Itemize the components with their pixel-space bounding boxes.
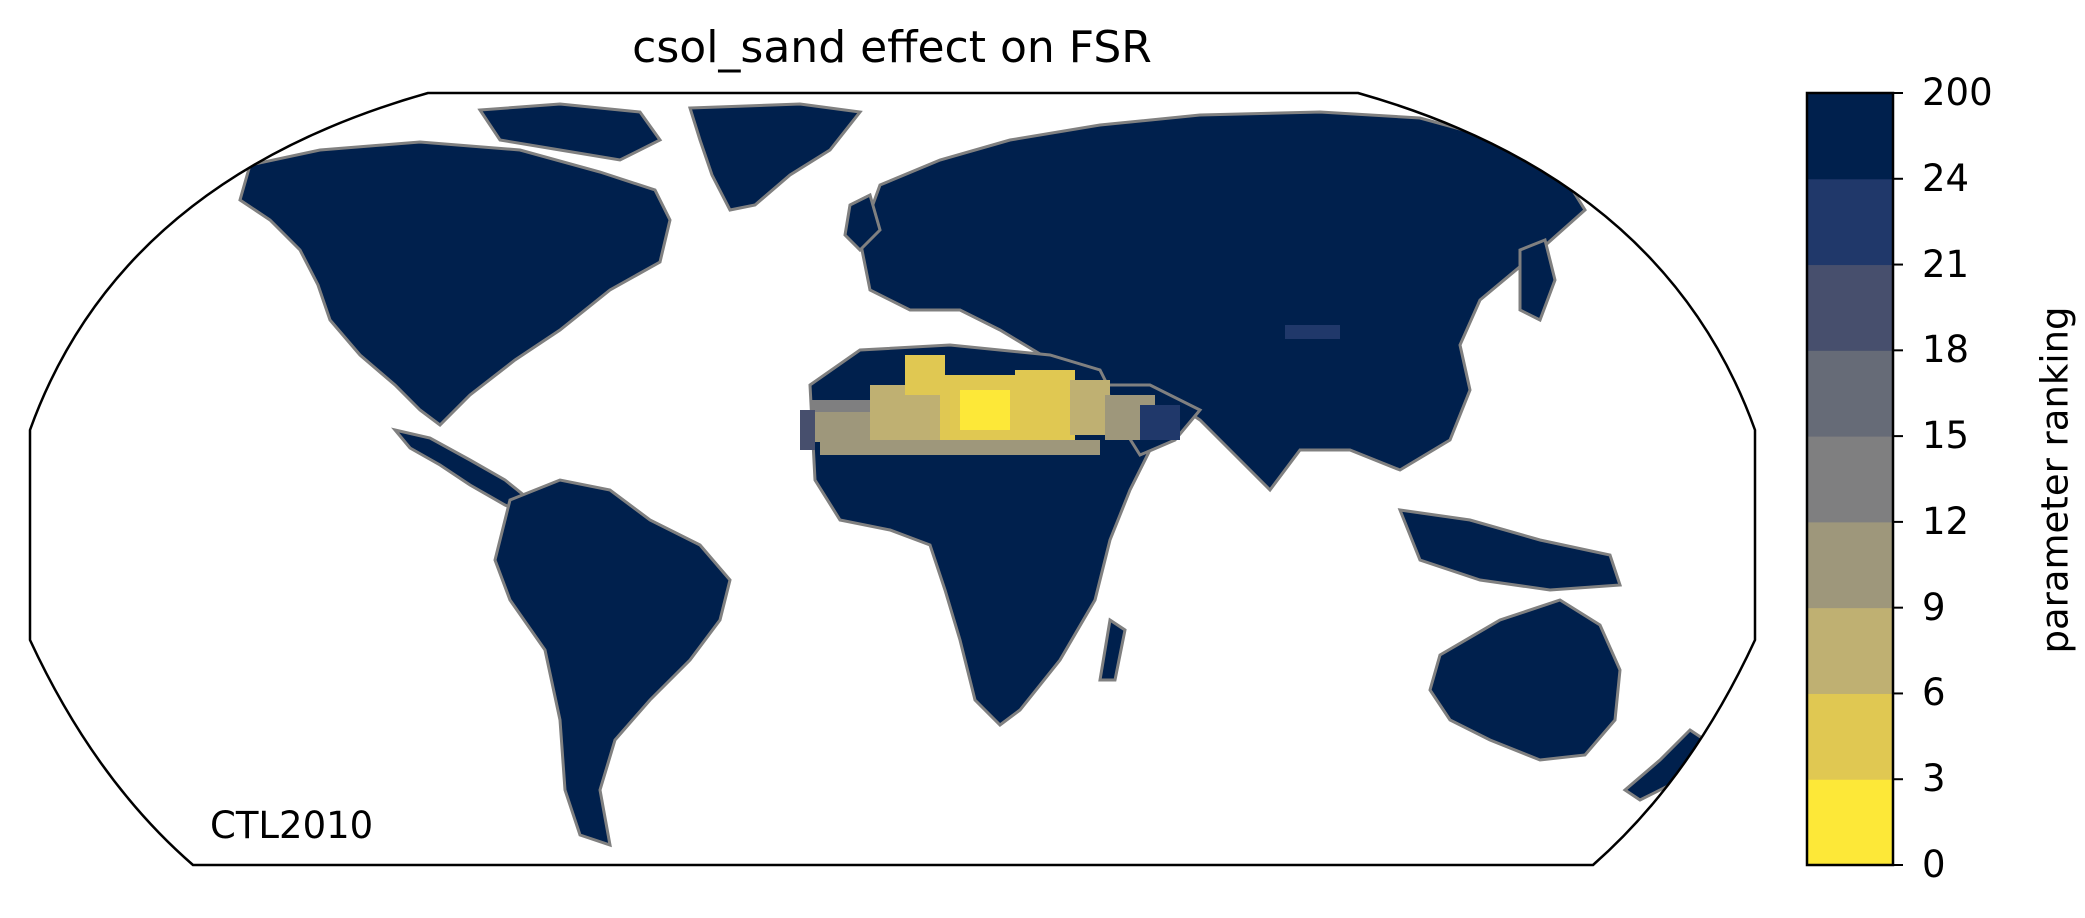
japan — [1518, 237, 1557, 323]
australia — [1428, 598, 1622, 762]
southeast-asia-islands — [1397, 508, 1623, 592]
greenland — [687, 102, 863, 212]
land-masses — [238, 102, 1708, 848]
colorbar-segment — [1807, 178, 1893, 266]
colorbar — [1805, 91, 1903, 867]
map-boundary — [28, 91, 1757, 867]
colorbar-segment — [1807, 93, 1893, 180]
sahara-low-ranking-cells — [800, 355, 1180, 455]
colorbar-tick-label: 24 — [1922, 156, 1970, 200]
colorbar-segment — [1807, 264, 1893, 351]
colorbar-tick-label: 3 — [1922, 757, 1946, 801]
colorbar-segment — [1807, 779, 1893, 866]
colorbar-segment — [1807, 521, 1893, 609]
tibet-rank-patch — [1285, 325, 1340, 339]
colorbar-tick-label: 6 — [1922, 671, 1946, 715]
colorbar-tick-label: 12 — [1922, 499, 1970, 543]
colorbar-frame — [1805, 91, 1895, 867]
colorbar-tick-label: 21 — [1922, 242, 1970, 286]
run-label: CTL2010 — [210, 804, 374, 847]
south-america — [493, 478, 732, 848]
colorbar-segment — [1807, 350, 1893, 437]
colorbar-tick-label: 18 — [1922, 328, 1970, 372]
colorbar-segment — [1807, 436, 1893, 523]
north-america — [238, 140, 672, 427]
arctic-islands — [477, 102, 663, 162]
colorbar-segment — [1807, 693, 1893, 780]
british-isles — [843, 192, 882, 253]
colorbar-segment — [1807, 607, 1893, 694]
colorbar-tick-label: 0 — [1922, 843, 1946, 886]
colorbar-tick-label: 200 — [1922, 71, 1993, 114]
colorbar-tick-label: 9 — [1922, 585, 1946, 629]
colorbar-label: parameter ranking — [2033, 306, 2077, 654]
map-title: csol_sand effect on FSR — [632, 22, 1152, 73]
colorbar-tick-label: 15 — [1922, 414, 1970, 458]
madagascar — [1098, 617, 1127, 682]
